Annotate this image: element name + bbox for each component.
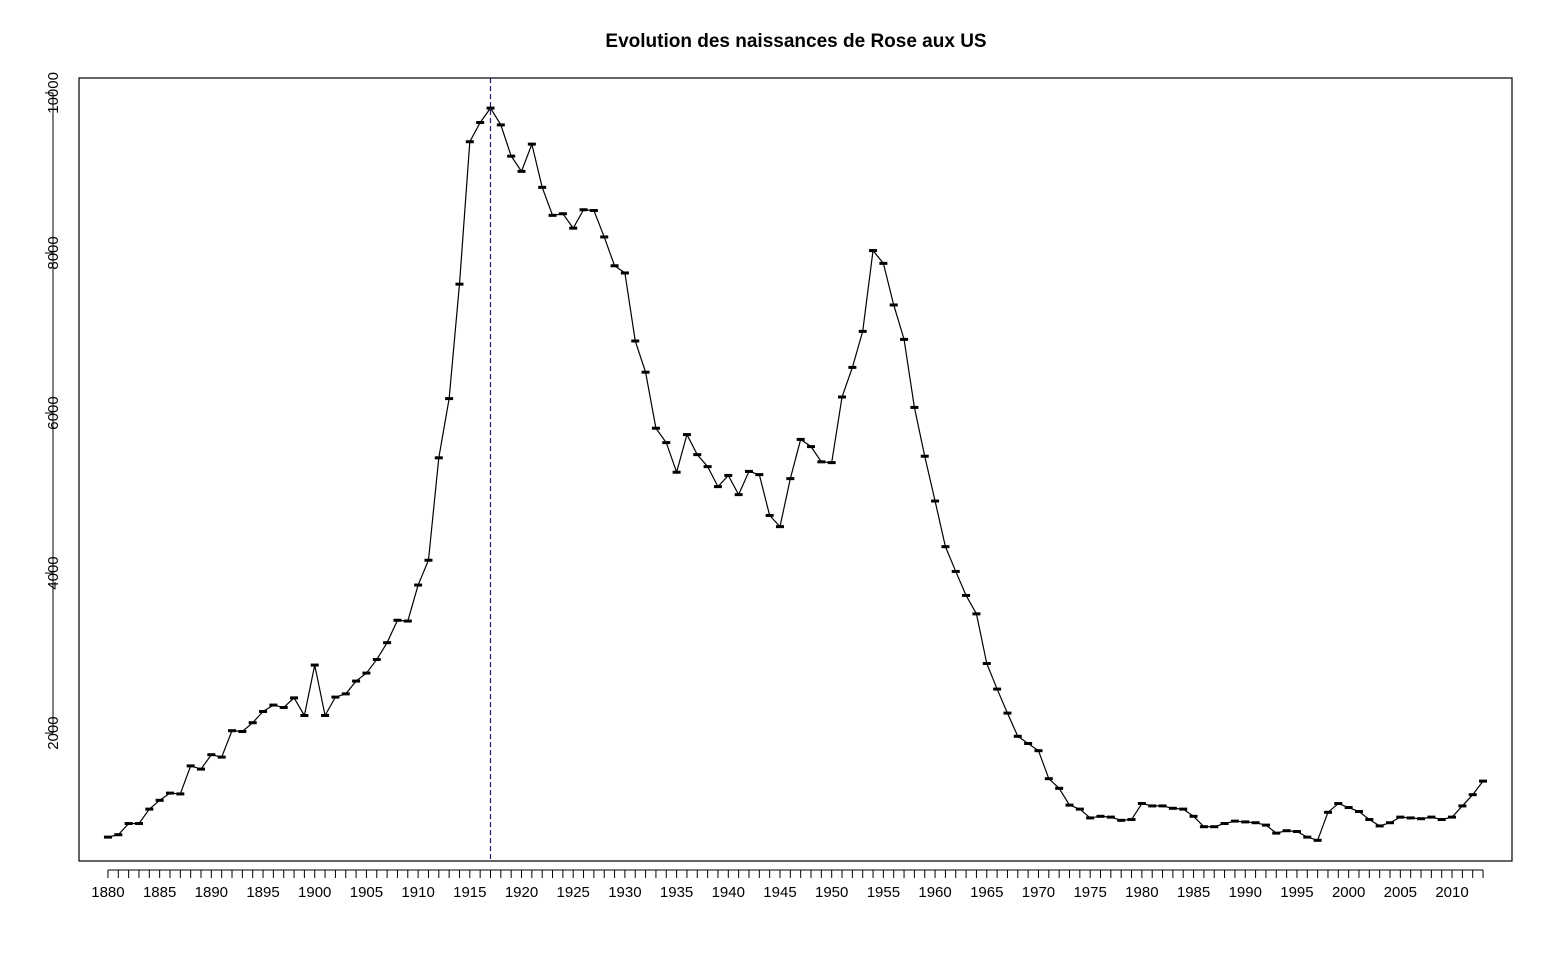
x-tick-label: 1990 — [1229, 884, 1262, 901]
x-tick-label: 1890 — [195, 884, 228, 901]
x-tick-label: 2010 — [1435, 884, 1468, 901]
x-tick-label: 1910 — [401, 884, 434, 901]
x-tick-label: 1955 — [867, 884, 900, 901]
x-tick-label: 1985 — [1177, 884, 1210, 901]
y-tick-label: 4000 — [45, 556, 62, 589]
x-tick-label: 1920 — [505, 884, 538, 901]
x-tick-label: 1900 — [298, 884, 331, 901]
x-tick-label: 1950 — [815, 884, 848, 901]
x-tick-label: 1930 — [608, 884, 641, 901]
series-line — [107, 107, 1484, 842]
x-tick-label: 1880 — [91, 884, 124, 901]
x-tick-label: 1895 — [246, 884, 279, 901]
y-tick-label: 8000 — [45, 236, 62, 269]
x-tick-label: 1980 — [1125, 884, 1158, 901]
x-tick-label: 1935 — [660, 884, 693, 901]
y-tick-label: 10000 — [45, 72, 62, 114]
x-tick-label: 1970 — [1022, 884, 1055, 901]
x-tick-label: 1915 — [453, 884, 486, 901]
plot-area-border — [78, 77, 1513, 862]
x-tick-label: 2005 — [1384, 884, 1417, 901]
x-tick-label: 1960 — [918, 884, 951, 901]
x-tick-label: 1975 — [1073, 884, 1106, 901]
x-tick-label: 1885 — [143, 884, 176, 901]
x-tick-label: 1945 — [763, 884, 796, 901]
x-tick-label: 1925 — [557, 884, 590, 901]
y-tick-label: 6000 — [45, 396, 62, 429]
x-tick-label: 1995 — [1280, 884, 1313, 901]
x-tick-label: 2000 — [1332, 884, 1365, 901]
y-tick-label: 2000 — [45, 716, 62, 749]
x-tick-label: 1940 — [712, 884, 745, 901]
chart-title: Evolution des naissances de Rose aux US — [605, 31, 986, 52]
x-tick-label: 1905 — [350, 884, 383, 901]
x-tick-label: 1965 — [970, 884, 1003, 901]
